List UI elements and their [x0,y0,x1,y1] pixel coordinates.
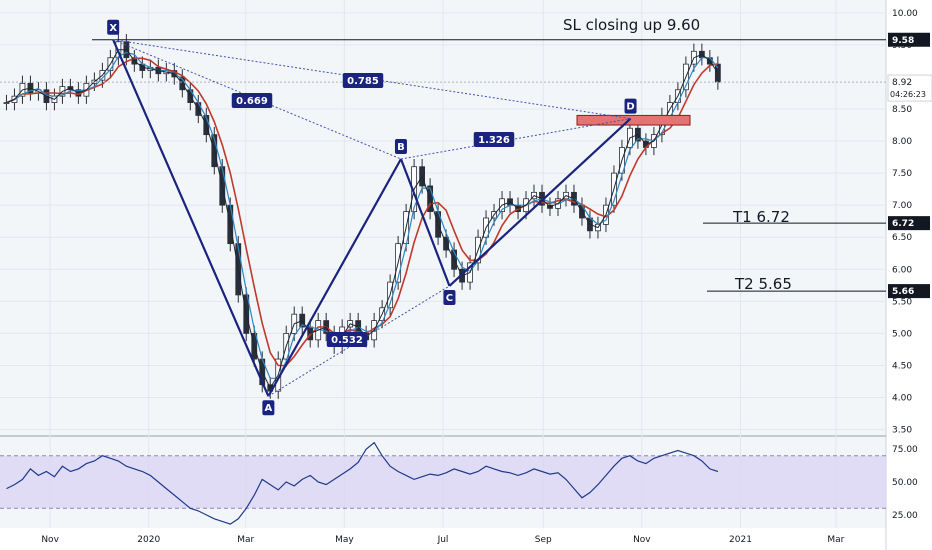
t1-annotation: T1 6.72 [732,208,790,226]
x-tick-label: 2021 [729,535,752,545]
pattern-point-label: X [109,23,117,34]
ratio-badge [342,73,384,88]
y-tick-label: 10.00 [892,9,918,19]
pattern-leg [112,39,270,397]
ma-mid-line [6,51,719,379]
x-tick-label: May [335,535,354,545]
pattern-point-badge [262,400,275,416]
pattern-point-badge [443,289,456,305]
last-price-tag-bg [887,74,932,102]
x-tick-label: Mar [827,535,844,545]
x-tick-label: Nov [633,535,651,545]
rsi-band [0,455,886,509]
x-tick-label: Nov [41,535,59,545]
x-tick-label: Sep [535,535,552,545]
pattern-point-badge [107,19,120,35]
rsi-line [6,441,719,525]
last-price-tag: 8.92 [892,78,912,88]
rsi-tick-label: 25.00 [892,511,918,521]
pattern-leg [399,158,451,287]
time-axis-bg [0,528,886,550]
pattern-leg [267,158,402,397]
pattern-point-label: C [446,293,453,304]
x-tick-label: Jul [437,535,449,545]
y-tick-label: 7.00 [892,201,912,211]
ratio-label: 0.785 [347,76,379,87]
y-tick-label: 7.50 [892,169,912,179]
pattern-ratio-line [268,285,450,397]
countdown-tag: 04:26:23 [890,90,926,99]
y-tick-label: 4.50 [892,361,912,371]
y-tick-label: 5.50 [892,297,912,307]
y-tick-label: 6.00 [892,265,912,275]
candle-body [3,102,10,104]
rsi-tick-label: 75.00 [892,445,918,455]
ma-fast-line [6,49,719,389]
t1-price-tag-bg [888,216,930,231]
pattern-point-label: D [626,102,634,113]
ratio-label: 0.532 [331,335,363,346]
pattern-point-badge [394,139,407,155]
x-tick-label: 2020 [137,535,160,545]
pattern-point-badge [624,98,637,114]
t2-price-tag: 5.66 [892,287,914,297]
ratio-label: 0.669 [236,96,268,107]
y-tick-label: 4.00 [892,394,912,404]
sl-price-tag: 9.58 [892,36,914,46]
ratio-badge [473,132,515,147]
y-tick-label: 6.50 [892,233,912,243]
pattern-point-label: A [265,403,273,414]
pattern-point-label: B [397,142,405,153]
ratio-badge [326,332,368,347]
y-tick-label: 3.50 [892,426,912,436]
y-tick-label: 8.50 [892,105,912,115]
sl-annotation: SL closing up 9.60 [563,16,700,34]
pattern-ratio-line [400,118,631,160]
rsi-tick-label: 50.00 [892,478,918,488]
pattern-leg [448,117,632,287]
y-tick-label: 5.00 [892,329,912,339]
y-tick-label: 8.00 [892,137,912,147]
sl-price-tag-bg [888,32,930,47]
ratio-badge [231,93,273,108]
t1-price-tag: 6.72 [892,219,914,229]
prz-zone [576,114,691,126]
t2-annotation: T2 5.65 [734,275,792,293]
t2-price-tag-bg [888,284,930,299]
x-tick-label: Mar [237,535,254,545]
ratio-label: 1.326 [478,135,510,146]
